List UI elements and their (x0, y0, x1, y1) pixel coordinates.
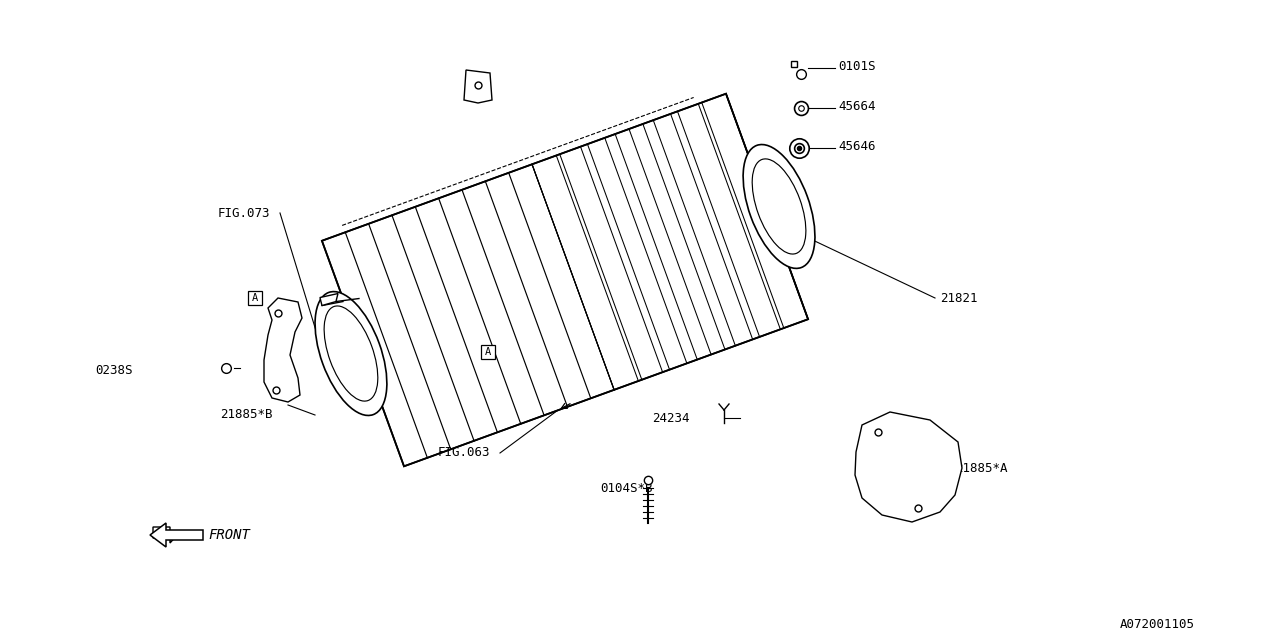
Polygon shape (150, 523, 204, 547)
Ellipse shape (753, 159, 806, 254)
Polygon shape (154, 527, 180, 543)
Text: 0104S*B: 0104S*B (600, 481, 653, 495)
Polygon shape (264, 298, 302, 402)
Polygon shape (323, 93, 808, 467)
Ellipse shape (315, 292, 387, 415)
Text: A: A (252, 293, 259, 303)
Polygon shape (855, 412, 963, 522)
Ellipse shape (324, 306, 378, 401)
Text: 21885*B: 21885*B (220, 408, 273, 422)
Text: 45664: 45664 (838, 99, 876, 113)
Text: FIG.073: FIG.073 (218, 207, 270, 220)
Text: 24234: 24234 (652, 412, 690, 424)
Text: A: A (485, 347, 492, 357)
Text: 21821: 21821 (940, 291, 978, 305)
Ellipse shape (744, 145, 815, 268)
Polygon shape (320, 294, 338, 305)
Text: FRONT: FRONT (209, 528, 250, 542)
Text: 45646: 45646 (838, 140, 876, 152)
Text: 0238S: 0238S (95, 364, 133, 376)
Polygon shape (465, 70, 492, 103)
Text: 0101S: 0101S (838, 60, 876, 72)
FancyBboxPatch shape (481, 345, 495, 359)
FancyBboxPatch shape (248, 291, 262, 305)
Text: A072001105: A072001105 (1120, 618, 1196, 632)
Text: FIG.063: FIG.063 (438, 447, 490, 460)
Text: 21885*A: 21885*A (955, 461, 1007, 474)
